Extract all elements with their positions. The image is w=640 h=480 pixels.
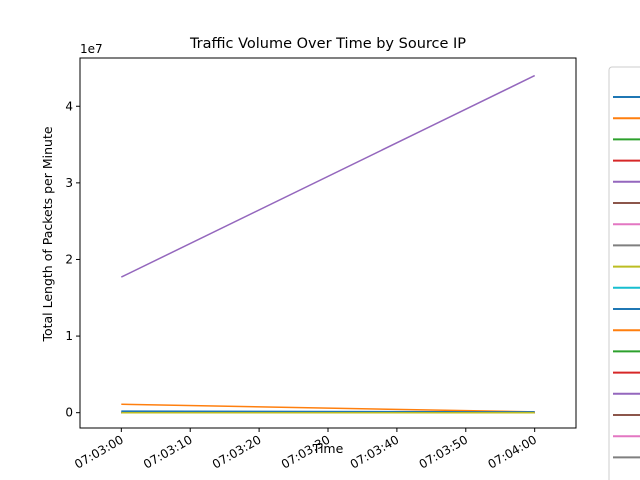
y-tick-label-2: 1 bbox=[65, 329, 73, 343]
legend-frame bbox=[608, 66, 640, 480]
x-tick-label-6: 07:03:50 bbox=[417, 432, 471, 471]
x-tick-label-1: 07:03:00 bbox=[72, 432, 126, 471]
x-tick-label-3: 07:03:20 bbox=[210, 432, 264, 471]
x-axis-ticks: 07:03:00 07:03:10 07:03:20 07:03:30 07:03:40… bbox=[72, 428, 539, 472]
series-line-2 bbox=[121, 403, 535, 413]
y-offset-label: 1e7 bbox=[80, 42, 103, 56]
legend bbox=[608, 66, 640, 480]
y-tick-label-5: 4 bbox=[65, 99, 73, 113]
plot-area-frame bbox=[79, 57, 577, 429]
x-tick-label-7: 07:04:00 bbox=[485, 432, 539, 471]
chart-title: Traffic Volume Over Time by Source IP bbox=[189, 36, 466, 52]
legend-entries bbox=[613, 96, 640, 459]
series-line-5 bbox=[120, 74, 536, 278]
y-axis-ticks: 0 1 2 3 4 bbox=[65, 99, 80, 420]
y-tick-label-3: 2 bbox=[65, 252, 73, 266]
y-axis-label: Total Length of Packets per Minute bbox=[40, 126, 55, 342]
plot-lines bbox=[120, 74, 536, 414]
x-tick-label-5: 07:03:40 bbox=[348, 432, 402, 471]
x-tick-label-2: 07:03:10 bbox=[141, 432, 195, 471]
y-tick-label-1: 0 bbox=[65, 406, 73, 420]
x-axis-label: Time bbox=[312, 441, 344, 456]
y-tick-label-4: 3 bbox=[65, 176, 73, 190]
